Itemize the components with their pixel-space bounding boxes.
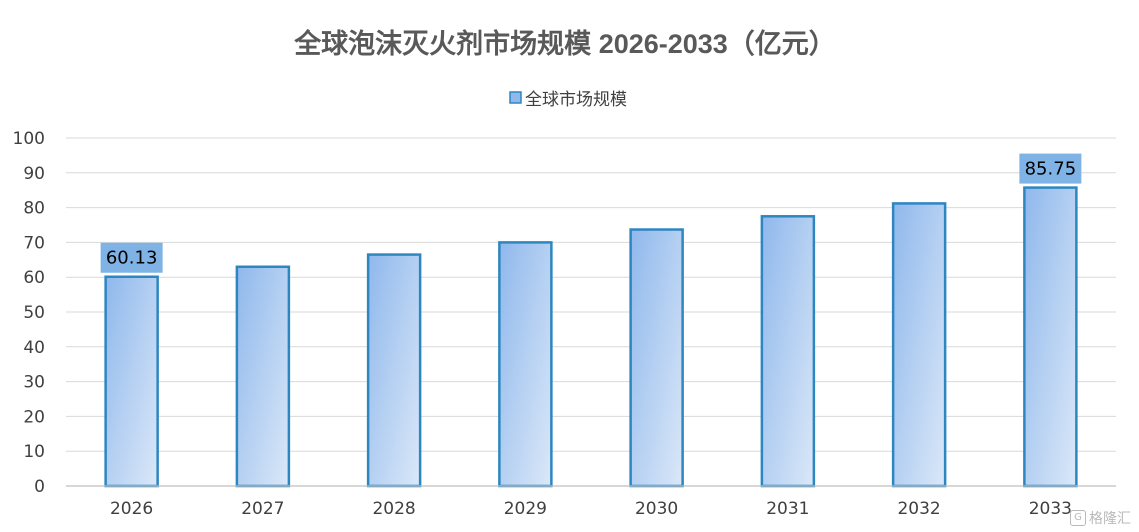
watermark: G 格隆汇 <box>1070 508 1131 528</box>
y-tick-label: 0 <box>34 477 45 497</box>
watermark-text: 格隆汇 <box>1089 511 1131 527</box>
data-label-2033: 85.75 <box>1019 153 1082 184</box>
bar-2032 <box>891 202 947 488</box>
legend: 全球市场规模 <box>509 90 627 110</box>
x-axis: 2026 2027 2028 2029 2030 2031 2032 2033 <box>66 485 1116 519</box>
y-tick-label: 20 <box>23 407 45 427</box>
data-label-text: 60.13 <box>106 248 158 269</box>
y-tick-label: 60 <box>23 268 45 288</box>
y-tick-label: 90 <box>23 164 45 184</box>
legend-swatch <box>509 91 522 104</box>
x-tick-label: 2030 <box>635 499 678 519</box>
data-labels: 60.13 85.75 <box>100 153 1082 273</box>
x-tick-label: 2033 <box>1029 499 1072 519</box>
y-tick-label: 70 <box>23 233 45 253</box>
x-tick-label: 2031 <box>766 499 809 519</box>
gridlines <box>66 137 1116 487</box>
y-tick-label: 80 <box>23 199 45 219</box>
bar-2027 <box>235 265 291 488</box>
bar-2028 <box>366 253 422 488</box>
y-tick-label: 40 <box>23 338 45 358</box>
gelonghui-logo-icon: G <box>1070 510 1086 526</box>
bar-2033 <box>1023 186 1078 488</box>
x-tick-label: 2029 <box>504 499 547 519</box>
chart-title: 全球泡沫灭火剂市场规模 2026-2033（亿元） <box>293 28 836 59</box>
y-tick-label: 100 <box>13 129 45 149</box>
data-label-box <box>1019 153 1082 184</box>
x-tick-label: 2032 <box>897 499 940 519</box>
bar-2031 <box>760 215 816 488</box>
legend-label: 全球市场规模 <box>525 90 627 110</box>
bars <box>104 186 1078 488</box>
x-tick-label: 2026 <box>110 499 153 519</box>
y-tick-label: 10 <box>23 442 45 462</box>
y-tick-label: 50 <box>23 303 45 323</box>
data-label-box <box>100 242 163 273</box>
x-tick-label: 2028 <box>372 499 415 519</box>
y-tick-label: 30 <box>23 373 45 393</box>
data-label-text: 85.75 <box>1025 159 1077 180</box>
bar-2026 <box>104 275 159 488</box>
bar-2029 <box>498 241 553 488</box>
y-axis: 0 10 20 30 40 50 60 70 80 90 100 <box>13 129 45 497</box>
data-label-2026: 60.13 <box>100 242 163 273</box>
x-tick-label: 2027 <box>241 499 284 519</box>
bar-2030 <box>629 228 684 488</box>
